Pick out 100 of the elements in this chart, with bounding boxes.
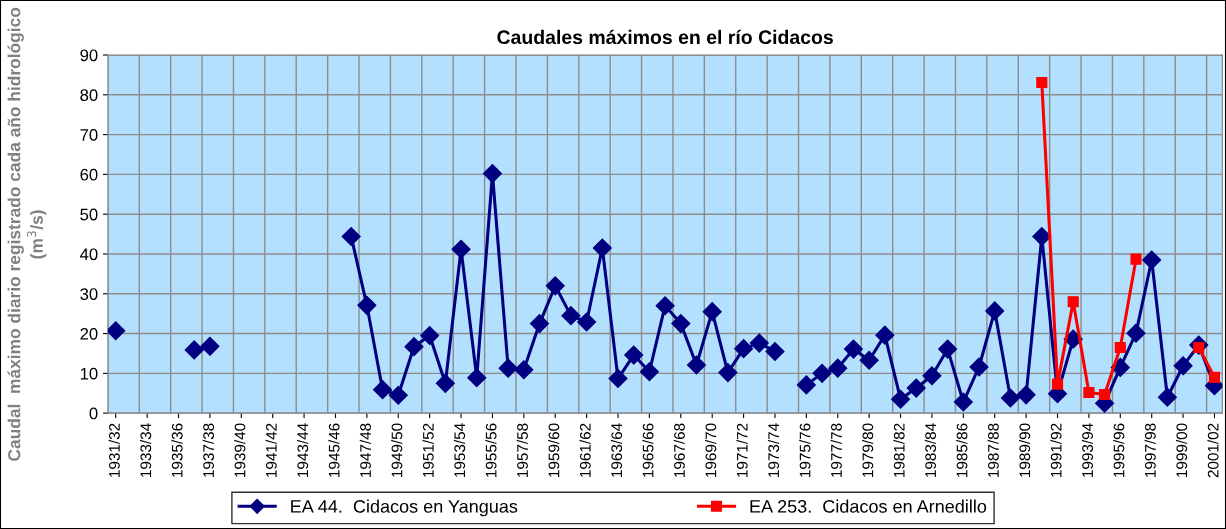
x-tick-label: 1947/48 bbox=[359, 423, 371, 477]
x-tick-label: 1993/94 bbox=[1081, 423, 1094, 477]
y-tick-label: 30 bbox=[80, 288, 98, 300]
point bbox=[859, 350, 879, 370]
point bbox=[796, 375, 816, 395]
y-tick-label: 60 bbox=[80, 168, 98, 181]
x-tick-label: 1987/88 bbox=[987, 423, 999, 477]
legend-label: EA 253. Cidacos en Arnedillo bbox=[750, 499, 987, 513]
point bbox=[686, 355, 707, 375]
point bbox=[373, 380, 393, 400]
point bbox=[891, 389, 911, 409]
x-tick-label: 1967/68 bbox=[673, 423, 685, 477]
y-tick-label: 0 bbox=[89, 407, 98, 420]
point bbox=[812, 363, 832, 383]
point bbox=[639, 362, 659, 382]
x-tick-label: 1981/82 bbox=[893, 423, 905, 477]
x-tick-label: 1965/66 bbox=[642, 423, 654, 477]
point bbox=[107, 321, 126, 341]
x-tick-label: 1943/44 bbox=[296, 423, 309, 477]
point bbox=[404, 337, 424, 357]
point bbox=[420, 326, 440, 346]
x-tick-label: 1933/34 bbox=[140, 423, 152, 477]
point bbox=[624, 345, 644, 365]
x-tick-label: 1979/80 bbox=[862, 423, 874, 477]
point bbox=[1142, 250, 1162, 270]
point bbox=[1126, 323, 1146, 343]
point bbox=[200, 336, 220, 356]
x-tick-label: 1953/54 bbox=[453, 423, 466, 477]
x-tick-label: 1939/40 bbox=[234, 423, 246, 477]
x-tick-label: 1937/38 bbox=[202, 423, 215, 477]
chart-title: Caudales máximos en el río Cidacos bbox=[497, 29, 833, 45]
point bbox=[875, 325, 895, 345]
point bbox=[843, 339, 863, 359]
point bbox=[388, 385, 408, 405]
x-tick-label: 1949/50 bbox=[391, 423, 403, 477]
point bbox=[1051, 378, 1064, 390]
point bbox=[357, 295, 377, 315]
x-tick-label: 1973/74 bbox=[767, 423, 780, 477]
point bbox=[953, 392, 973, 412]
point bbox=[1016, 385, 1036, 405]
x-tick-label: 1959/60 bbox=[548, 423, 560, 477]
y-tick-label: 10 bbox=[80, 367, 98, 380]
y-tick-label: 80 bbox=[80, 89, 98, 102]
point bbox=[482, 164, 502, 184]
x-tick-label: 1983/84 bbox=[924, 423, 937, 477]
y-tick-label: 90 bbox=[80, 49, 98, 62]
x-tick-label: 1941/42 bbox=[265, 423, 277, 477]
point bbox=[1114, 341, 1126, 354]
point bbox=[184, 340, 204, 360]
x-tick-label: 1957/58 bbox=[516, 423, 528, 477]
y-tick-label: 50 bbox=[80, 208, 98, 221]
point bbox=[1130, 253, 1142, 265]
x-tick-label: 2001/02 bbox=[1207, 423, 1219, 478]
x-tick-label: 1995/96 bbox=[1113, 423, 1125, 477]
point bbox=[592, 238, 612, 258]
y-tick-label: 20 bbox=[80, 327, 98, 340]
point bbox=[985, 301, 1005, 321]
point bbox=[906, 378, 926, 398]
x-tick-label: 1963/64 bbox=[610, 423, 623, 477]
point bbox=[922, 366, 942, 386]
point bbox=[341, 226, 361, 247]
x-tick-label: 1951/52 bbox=[422, 423, 434, 477]
point bbox=[718, 363, 738, 383]
point bbox=[435, 373, 455, 393]
point bbox=[577, 312, 597, 332]
point bbox=[608, 368, 628, 389]
y-axis-title: Caudal máximo diario registrado cada año hidrológico (m$^{3}$/s) bbox=[7, 7, 47, 461]
point bbox=[655, 296, 675, 316]
point bbox=[828, 358, 848, 378]
x-tick-label: 1975/76 bbox=[799, 423, 811, 477]
x-tick-label: 1999/00 bbox=[1175, 423, 1188, 477]
legend-label: EA 44. Cidacos en Yanguas bbox=[291, 499, 518, 517]
x-tick-label: 1971/72 bbox=[736, 423, 748, 477]
x-tick-label: 1945/46 bbox=[328, 423, 340, 477]
point bbox=[514, 360, 534, 380]
point bbox=[1157, 387, 1177, 407]
point bbox=[1173, 356, 1193, 376]
point bbox=[1036, 76, 1048, 89]
x-tick-label: 1931/32 bbox=[108, 423, 120, 477]
point bbox=[734, 339, 754, 359]
point bbox=[671, 314, 691, 334]
point bbox=[545, 276, 565, 296]
x-tick-label: 1985/86 bbox=[956, 423, 968, 477]
point bbox=[1083, 386, 1095, 399]
point bbox=[1032, 226, 1052, 247]
point bbox=[765, 341, 785, 362]
point bbox=[1208, 371, 1221, 383]
x-tick-label: 1969/70 bbox=[705, 423, 717, 477]
x-tick-label: 1961/62 bbox=[579, 423, 591, 477]
point bbox=[561, 306, 581, 326]
point bbox=[749, 333, 769, 353]
point bbox=[498, 358, 518, 378]
point bbox=[1067, 296, 1079, 308]
x-tick-label: 1955/56 bbox=[485, 423, 497, 477]
point bbox=[467, 368, 487, 388]
x-tick-label: 1977/78 bbox=[830, 423, 842, 477]
y-tick-label: 70 bbox=[80, 129, 98, 141]
point bbox=[969, 357, 989, 377]
point bbox=[451, 239, 471, 259]
x-tick-label: 1989/90 bbox=[1019, 423, 1031, 477]
